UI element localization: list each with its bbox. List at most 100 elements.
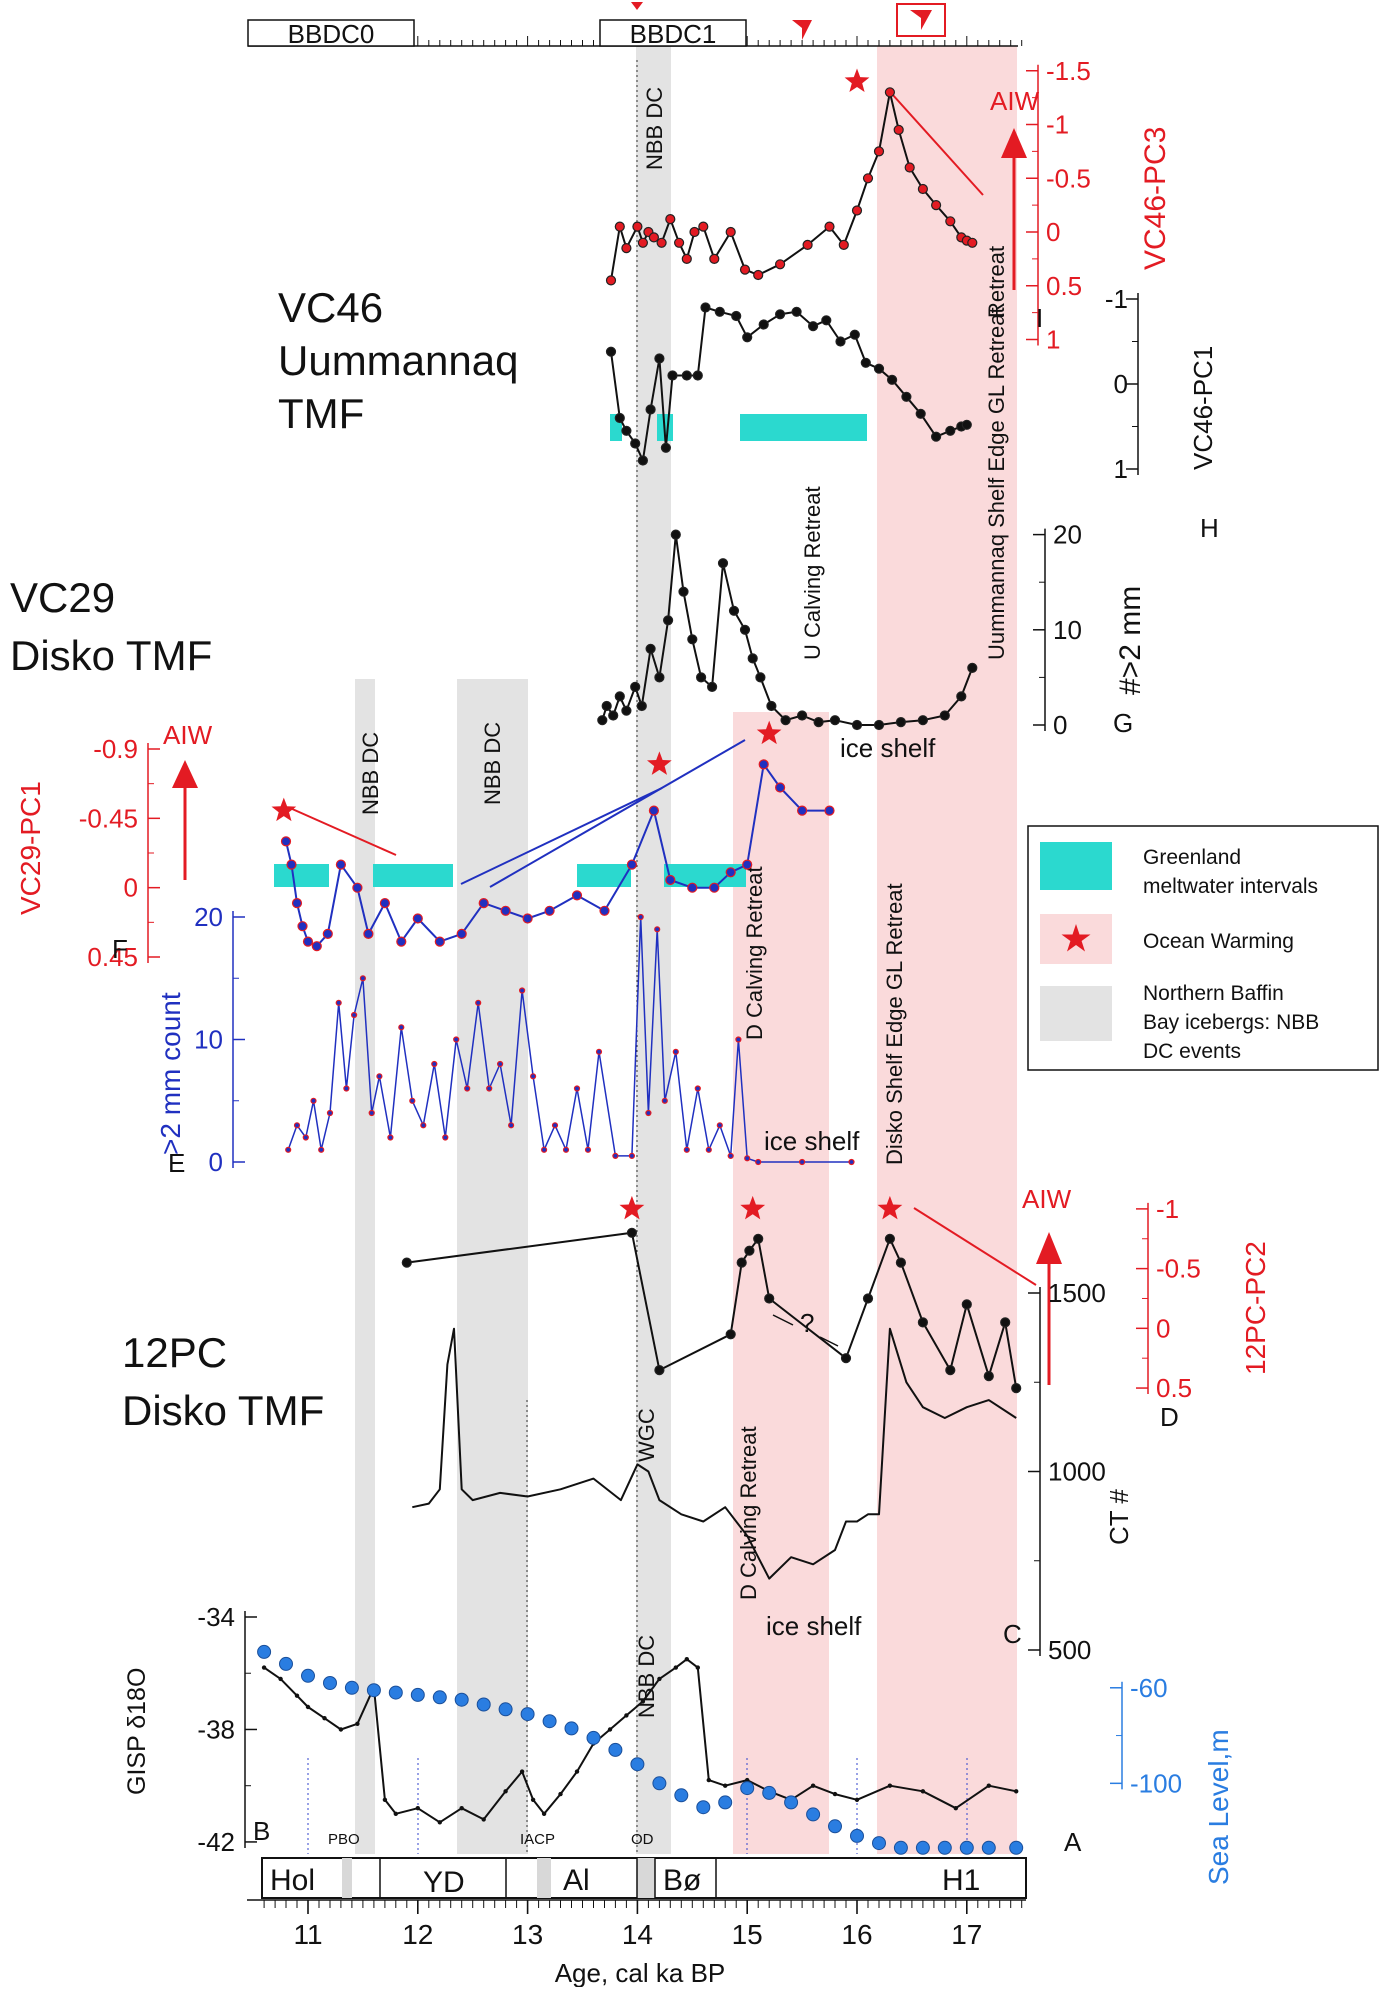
data-point-e bbox=[293, 1122, 301, 1129]
data-point-b bbox=[459, 1806, 464, 1811]
bbdc0-box bbox=[247, 19, 415, 47]
data-point-b bbox=[541, 1811, 547, 1817]
data-point-g bbox=[621, 705, 632, 716]
data-point-g bbox=[956, 691, 967, 702]
data-point-b bbox=[415, 1806, 420, 1811]
data-point-h bbox=[915, 408, 926, 419]
panel-letter-a: A bbox=[1064, 1827, 1082, 1857]
data-point-i bbox=[621, 243, 632, 254]
panel-letter-c: C bbox=[1003, 1619, 1022, 1649]
wgc-label: WGC bbox=[634, 1408, 659, 1462]
data-point-f bbox=[363, 928, 374, 940]
period-bo: Bø bbox=[663, 1864, 701, 1897]
data-point-i bbox=[851, 205, 863, 216]
data-point-h bbox=[758, 319, 769, 330]
warming-star-icon bbox=[756, 720, 782, 745]
legend-star-icon bbox=[1061, 924, 1091, 952]
panel-letters: I H G F E D C B A bbox=[112, 303, 1219, 1857]
data-point-i bbox=[739, 264, 751, 275]
data-point-f bbox=[352, 882, 363, 893]
data-point-h bbox=[621, 425, 632, 436]
data-point-a bbox=[498, 1702, 513, 1717]
ylabel-g: #>2 mm bbox=[1114, 586, 1147, 695]
data-point-f bbox=[544, 905, 555, 916]
x-tick-label: 16 bbox=[841, 1919, 872, 1950]
data-point-e bbox=[326, 1109, 334, 1117]
data-point-a bbox=[257, 1644, 272, 1659]
period-hol: Hol bbox=[270, 1864, 315, 1897]
data-point-h bbox=[700, 302, 711, 313]
nbb-dc-label-top: NBB DC bbox=[642, 87, 667, 170]
series-layer bbox=[257, 68, 1024, 1855]
data-point-e bbox=[573, 1085, 581, 1092]
data-point-g bbox=[717, 558, 729, 569]
series-g bbox=[597, 529, 978, 731]
data-point-e bbox=[727, 1152, 734, 1160]
ylabel-e: >2 mm count bbox=[155, 992, 186, 1155]
data-point-a bbox=[608, 1742, 623, 1757]
y-axis-d: -1 -0.5 0 0.5 bbox=[1136, 1194, 1201, 1403]
data-point-i bbox=[605, 275, 617, 286]
data-point-f bbox=[311, 941, 322, 952]
data-point-e bbox=[343, 1085, 350, 1092]
data-point-e bbox=[351, 1011, 358, 1019]
data-point-b bbox=[684, 1657, 689, 1662]
y-axis-b: -42 -38 -34 bbox=[197, 1602, 257, 1857]
y-tick-label: -1 bbox=[1046, 110, 1069, 140]
data-point-h bbox=[681, 370, 692, 381]
data-point-f bbox=[412, 913, 423, 924]
data-point-e bbox=[540, 1146, 548, 1153]
data-point-b bbox=[530, 1797, 536, 1803]
data-point-d bbox=[840, 1353, 852, 1364]
data-point-h bbox=[886, 374, 898, 385]
data-point-h bbox=[791, 306, 802, 317]
data-point-g bbox=[636, 700, 647, 712]
data-point-b bbox=[437, 1820, 442, 1825]
period-al: Al bbox=[563, 1864, 590, 1897]
data-point-f bbox=[599, 905, 610, 916]
y-tick-label: 20 bbox=[1053, 520, 1082, 550]
data-point-f bbox=[742, 859, 753, 870]
y-tick-label: -100 bbox=[1130, 1768, 1182, 1798]
data-point-a bbox=[323, 1676, 337, 1690]
data-point-i bbox=[774, 259, 786, 270]
ylabel-d: 12PC-PC2 bbox=[1240, 1241, 1271, 1375]
data-point-a bbox=[366, 1683, 381, 1698]
ylabel-c: CT # bbox=[1104, 1489, 1134, 1545]
data-point-g bbox=[967, 662, 978, 674]
legend-swatch-nbb bbox=[1040, 986, 1112, 1041]
data-point-f bbox=[434, 936, 445, 947]
data-point-h bbox=[873, 363, 885, 374]
data-point-g bbox=[687, 634, 698, 645]
period-gray-3 bbox=[637, 1858, 655, 1898]
trend-f-blue-1 bbox=[460, 787, 663, 885]
x-tick-label: 17 bbox=[951, 1919, 982, 1950]
data-point-b bbox=[261, 1665, 267, 1670]
trend-f-blue-2 bbox=[489, 739, 746, 888]
data-point-b bbox=[695, 1665, 700, 1670]
question-dash-1 bbox=[772, 1314, 794, 1326]
data-point-d bbox=[626, 1227, 638, 1238]
axes-layer: -1.5-1-0.500.51-10101020-0.9-0.4500.4501… bbox=[79, 56, 1201, 1857]
data-point-b bbox=[854, 1797, 860, 1803]
data-point-g bbox=[706, 681, 718, 693]
data-point-h bbox=[860, 357, 871, 368]
data-point-f bbox=[500, 905, 511, 916]
data-point-b bbox=[558, 1791, 563, 1797]
data-point-e bbox=[376, 1073, 383, 1080]
y-tick-label: 0 bbox=[1046, 217, 1060, 247]
ylabel-f: VC29-PC1 bbox=[15, 781, 46, 915]
data-point-b bbox=[278, 1676, 283, 1682]
y-tick-label: -0.5 bbox=[1046, 163, 1091, 193]
series-i bbox=[605, 68, 978, 286]
data-point-i bbox=[698, 221, 709, 232]
y-axis-h: -1 0 1 bbox=[1105, 284, 1139, 484]
data-point-a bbox=[828, 1819, 842, 1834]
y-tick-label: 0.5 bbox=[1046, 271, 1082, 301]
meltwater-bar-4 bbox=[274, 864, 329, 887]
data-point-g bbox=[630, 681, 641, 693]
data-point-b bbox=[574, 1769, 580, 1774]
data-point-f bbox=[286, 859, 297, 870]
data-point-h bbox=[645, 404, 656, 415]
